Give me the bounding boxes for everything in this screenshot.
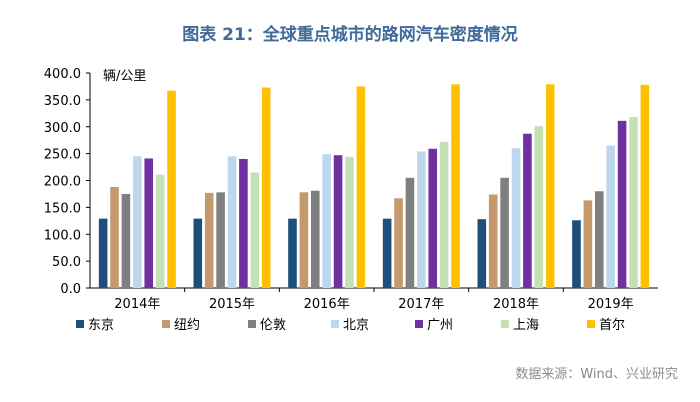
- y-tick-label: 400.0: [44, 67, 81, 82]
- bar-首尔-2016年: [356, 86, 366, 288]
- bar-北京-2018年: [511, 148, 521, 288]
- bar-东京-2017年: [382, 218, 392, 288]
- bar-上海-2015年: [250, 172, 260, 288]
- legend-label-上海: 上海: [513, 318, 539, 333]
- legend-label-广州: 广州: [427, 318, 453, 333]
- y-axis-label: 辆/公里: [103, 69, 146, 84]
- x-tick-label: 2015年: [209, 297, 255, 312]
- bar-广州-2015年: [239, 159, 248, 288]
- y-tick-label: 350.0: [44, 94, 81, 109]
- bar-上海-2017年: [439, 141, 449, 288]
- legend-swatch-北京: [331, 320, 339, 328]
- bar-首尔-2017年: [451, 84, 460, 288]
- chart-title: 图表 21：全球重点城市的路网汽车密度情况: [182, 25, 518, 45]
- bar-纽约-2014年: [110, 186, 119, 288]
- bar-广州-2014年: [144, 158, 154, 288]
- y-tick-label: 100.0: [44, 228, 81, 243]
- legend-swatch-上海: [501, 320, 509, 328]
- bar-东京-2016年: [288, 218, 297, 288]
- bar-纽约-2018年: [488, 194, 498, 288]
- bar-北京-2017年: [417, 151, 426, 288]
- bar-伦敦-2016年: [310, 190, 320, 288]
- bar-上海-2019年: [629, 117, 638, 288]
- y-tick-label: 150.0: [44, 201, 81, 216]
- x-tick-label: 2014年: [114, 297, 160, 312]
- bar-北京-2014年: [133, 156, 142, 288]
- bar-首尔-2018年: [545, 84, 555, 288]
- legend-swatch-首尔: [587, 320, 595, 328]
- bar-北京-2015年: [227, 156, 237, 288]
- source-note: 数据来源：Wind、兴业研究: [515, 367, 678, 382]
- y-tick-label: 0.0: [60, 282, 81, 297]
- bar-广州-2018年: [523, 133, 532, 288]
- legend-label-东京: 东京: [88, 318, 114, 333]
- legend-label-首尔: 首尔: [599, 318, 625, 333]
- bar-东京-2014年: [98, 218, 108, 288]
- y-tick-label: 200.0: [44, 175, 81, 190]
- bar-北京-2016年: [322, 154, 331, 288]
- x-tick-label: 2018年: [493, 297, 539, 312]
- bar-首尔-2015年: [261, 87, 271, 288]
- bar-伦敦-2014年: [121, 193, 131, 288]
- bar-伦敦-2015年: [216, 192, 225, 288]
- bar-东京-2019年: [572, 220, 581, 288]
- bar-伦敦-2017年: [405, 177, 415, 288]
- bar-东京-2018年: [477, 219, 487, 288]
- bar-东京-2015年: [193, 218, 203, 288]
- legend-label-纽约: 纽约: [174, 318, 200, 333]
- bar-伦敦-2018年: [500, 177, 509, 288]
- y-tick-label: 300.0: [44, 121, 81, 136]
- bar-广州-2017年: [428, 148, 438, 288]
- y-tick-label: 250.0: [44, 148, 81, 163]
- legend-label-北京: 北京: [343, 318, 369, 333]
- bar-上海-2018年: [534, 126, 544, 289]
- bar-上海-2014年: [155, 174, 165, 288]
- bar-上海-2016年: [345, 156, 354, 288]
- legend-swatch-伦敦: [248, 320, 256, 328]
- x-tick-label: 2017年: [398, 297, 444, 312]
- y-tick-label: 50.0: [52, 255, 81, 270]
- bar-纽约-2016年: [299, 192, 309, 288]
- x-tick-label: 2019年: [588, 297, 634, 312]
- bar-纽约-2017年: [394, 198, 403, 288]
- bar-广州-2019年: [617, 120, 627, 288]
- legend-swatch-广州: [415, 320, 423, 328]
- bar-首尔-2019年: [640, 84, 650, 288]
- bar-北京-2019年: [606, 145, 615, 288]
- bar-纽约-2019年: [583, 200, 593, 288]
- x-tick-label: 2016年: [304, 297, 350, 312]
- bar-广州-2016年: [333, 155, 343, 288]
- bar-纽约-2015年: [204, 192, 214, 288]
- bar-首尔-2014年: [167, 90, 176, 289]
- legend-swatch-纽约: [162, 320, 170, 328]
- legend-swatch-东京: [76, 320, 84, 328]
- legend-label-伦敦: 伦敦: [260, 317, 286, 333]
- bar-伦敦-2019年: [594, 191, 604, 288]
